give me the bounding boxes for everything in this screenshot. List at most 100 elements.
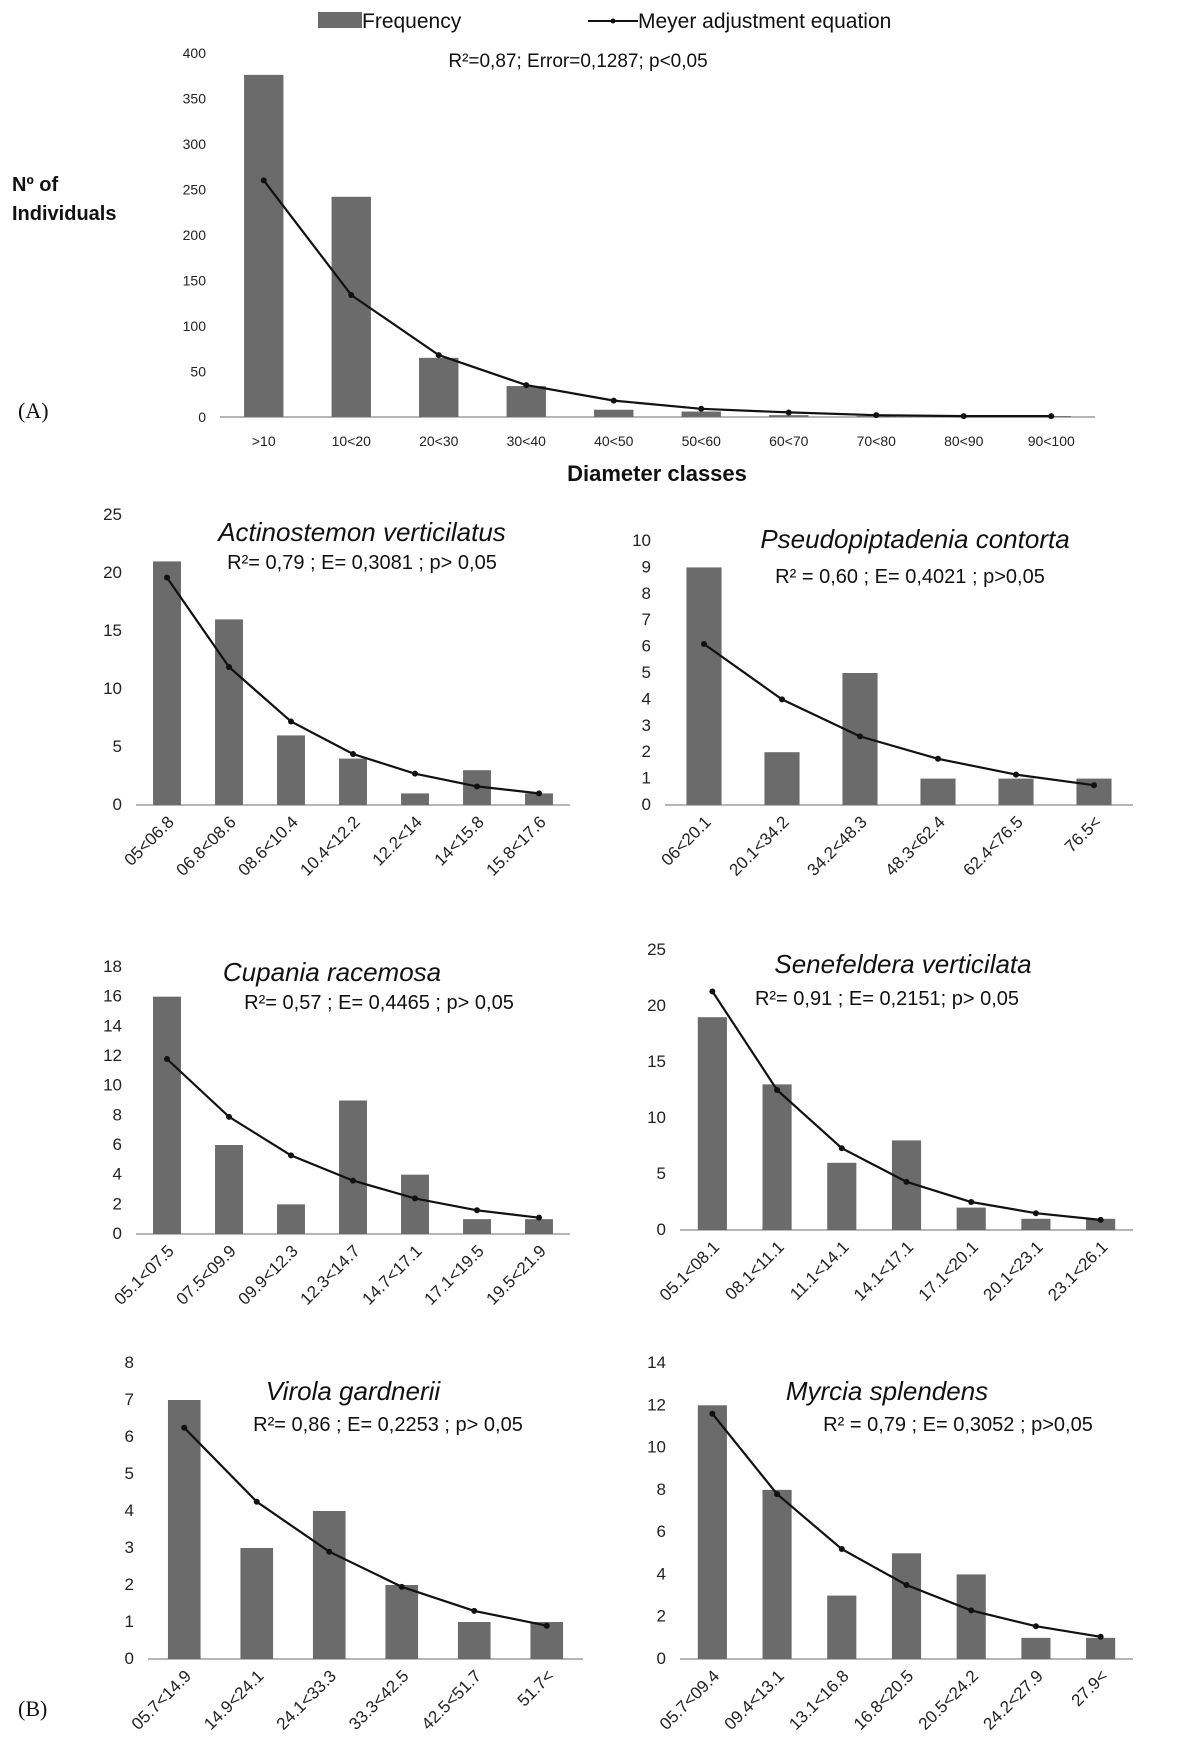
myrcia-fit-point [903, 1582, 910, 1588]
cupania-fit-point [288, 1152, 294, 1159]
cupania-x-tick-label: 14.7<17.1 [359, 1241, 426, 1308]
virola-title: Virola gardnerii [266, 1376, 442, 1406]
main-fit-point [785, 409, 792, 416]
actinostemon-x-tick-label: 05<06.8 [121, 812, 178, 869]
senefeldera-bar [956, 1207, 986, 1230]
senefeldera-bar [1086, 1218, 1116, 1230]
cupania-bar [153, 996, 181, 1234]
cupania-y-tick-label: 6 [113, 1135, 122, 1154]
myrcia-subtitle: R² = 0,79 ; E= 0,3052 ; p>0,05 [823, 1414, 1093, 1436]
myrcia-bar [956, 1574, 986, 1659]
myrcia-bar [827, 1595, 857, 1659]
actinostemon-y-tick-label: 15 [103, 621, 122, 640]
pseudopiptadenia-y-tick-label: 4 [642, 689, 651, 708]
virola-y-tick-label: 0 [125, 1649, 134, 1668]
main-y-tick-label: 200 [183, 227, 207, 243]
actinostemon-title: Actinostemon verticilatus [216, 517, 506, 547]
legend-bar-swatch [318, 12, 362, 28]
pseudopiptadenia-fit-point [1091, 782, 1097, 789]
main-bar [594, 409, 634, 417]
cupania-bar [215, 1145, 243, 1234]
senefeldera-y-tick-label: 5 [657, 1164, 666, 1183]
main-y-tick-label: 150 [183, 273, 207, 289]
actinostemon-x-tick-label: 14<15.8 [431, 812, 488, 869]
senefeldera-bar [1021, 1218, 1051, 1230]
main-x-tick-label: 70<80 [857, 433, 897, 449]
main-fit-point [348, 292, 355, 299]
myrcia-bar [762, 1489, 792, 1659]
virola-x-tick-label: 14.9<24.1 [200, 1666, 267, 1733]
virola-fit-point [543, 1622, 550, 1629]
cupania-y-tick-label: 0 [113, 1224, 122, 1243]
legend-line-marker [610, 18, 616, 24]
pseudopiptadenia-y-tick-label: 3 [642, 716, 651, 735]
virola-fit-line [183, 1427, 548, 1627]
legend-bar-label: Frequency [362, 10, 462, 33]
senefeldera-title: Senefeldera verticilata [774, 949, 1031, 979]
virola-fit-point [181, 1424, 188, 1431]
senefeldera-x-tick-label: 23.1<26.1 [1044, 1237, 1111, 1304]
myrcia-y-tick-label: 6 [657, 1522, 666, 1541]
senefeldera-fit-point [968, 1199, 975, 1205]
actinostemon-bar [215, 619, 243, 805]
virola-bar [457, 1622, 491, 1659]
myrcia-y-tick-label: 4 [657, 1564, 666, 1583]
virola-x-tick-label: 42.5<51.7 [418, 1666, 485, 1733]
senefeldera-fit-point [709, 988, 716, 995]
myrcia-bar [1086, 1637, 1116, 1659]
panel-label-b: (B) [18, 1696, 47, 1721]
main-bar [506, 386, 546, 417]
pseudopiptadenia-bar [920, 778, 956, 805]
myrcia-fit-point [1097, 1633, 1104, 1640]
cupania-bar [463, 1219, 491, 1234]
myrcia-x-tick-label: 27.9< [1068, 1666, 1112, 1710]
myrcia-x-tick-label: 09.4<13.1 [721, 1666, 788, 1733]
cupania-subtitle: R²= 0,57 ; E= 0,4465 ; p> 0,05 [244, 992, 514, 1014]
actinostemon-y-tick-label: 5 [113, 737, 122, 756]
cupania-y-tick-label: 18 [103, 957, 122, 976]
pseudopiptadenia-fit-point [1013, 771, 1019, 778]
virola-y-tick-label: 1 [125, 1612, 134, 1631]
virola-bar [312, 1511, 346, 1659]
pseudopiptadenia-y-tick-label: 5 [642, 663, 651, 682]
actinostemon-y-tick-label: 10 [103, 679, 122, 698]
virola-fit-point [253, 1498, 260, 1505]
virola-x-tick-label: 24.1<33.3 [273, 1666, 340, 1733]
cupania-x-tick-label: 09.9<12.3 [235, 1241, 302, 1308]
pseudopiptadenia-y-tick-label: 7 [642, 610, 651, 629]
myrcia-fit-point [709, 1410, 716, 1417]
myrcia-x-tick-label: 05.7<09.4 [656, 1666, 723, 1733]
pseudopiptadenia-fit-point [701, 640, 707, 647]
cupania-x-tick-label: 17.1<19.5 [421, 1241, 488, 1308]
pseudopiptadenia-fit-point [935, 755, 941, 762]
cupania-y-tick-label: 4 [113, 1165, 122, 1184]
main-fit-point [873, 412, 880, 419]
pseudopiptadenia-y-tick-label: 6 [642, 637, 651, 656]
senefeldera-bar [762, 1084, 792, 1230]
main-fit-point [960, 413, 967, 420]
myrcia-y-tick-label: 14 [647, 1353, 666, 1372]
pseudopiptadenia-y-tick-label: 2 [642, 742, 651, 761]
chart-virola: 0 1 2 3 4 5 6 7 8 05.7<14.9 14.9<24.1 24.1<33.3 33.3… [125, 1353, 583, 1734]
pseudopiptadenia-y-tick-label: 0 [642, 795, 651, 814]
myrcia-fit-point [774, 1491, 781, 1498]
pseudopiptadenia-fit-point [857, 733, 863, 740]
pseudopiptadenia-fit-point [779, 696, 785, 703]
virola-bar [240, 1548, 274, 1659]
cupania-x-tick-label: 07.5<09.9 [173, 1241, 240, 1308]
actinostemon-subtitle: R²= 0,79 ; E= 0,3081 ; p> 0,05 [227, 552, 497, 574]
virola-x-tick-label: 33.3<42.5 [345, 1666, 412, 1733]
actinostemon-x-tick-label: 08.6<10.4 [235, 812, 302, 879]
main-x-tick-label: 50<60 [682, 433, 722, 449]
senefeldera-fit-point [1097, 1216, 1104, 1223]
main-y-tick-label: 100 [183, 318, 207, 334]
actinostemon-x-tick-label: 10.4<12.2 [297, 812, 364, 879]
cupania-y-tick-label: 12 [103, 1046, 122, 1065]
cupania-y-tick-label: 16 [103, 987, 122, 1006]
cupania-y-tick-label: 14 [103, 1016, 122, 1035]
cupania-y-tick-label: 2 [113, 1194, 122, 1213]
pseudopiptadenia-x-tick-label: 34.2<48.3 [804, 812, 871, 879]
cupania-y-tick-label: 8 [113, 1105, 122, 1124]
senefeldera-fit-point [838, 1145, 845, 1152]
